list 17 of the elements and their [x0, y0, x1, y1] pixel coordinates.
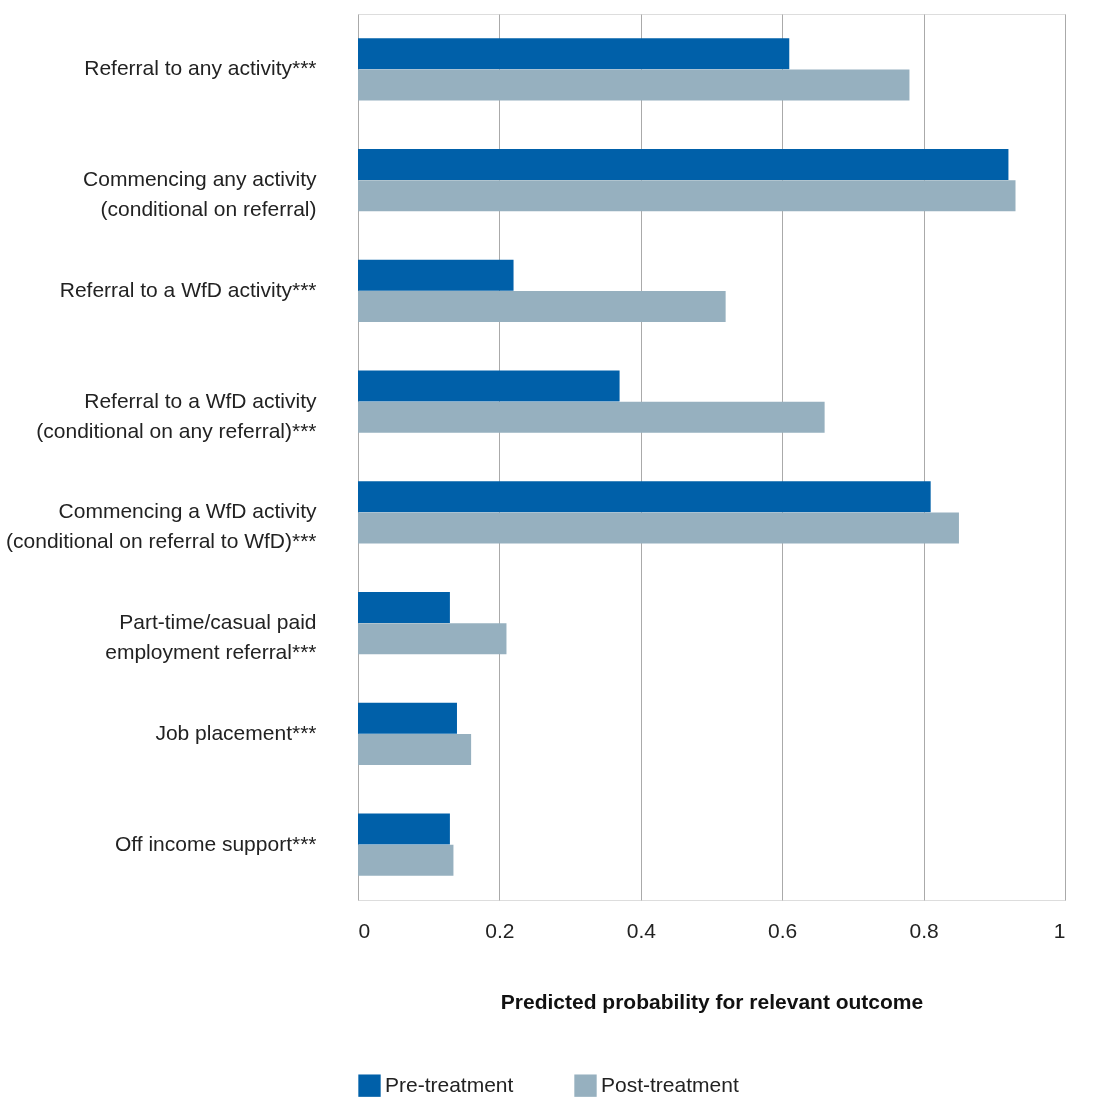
- x-tick-label: 0.2: [485, 918, 515, 942]
- y-tick-label: Referral to a WfD activity (conditional on any referral)***: [36, 388, 317, 442]
- x-tick-label: 0.8: [909, 918, 939, 942]
- x-tick-label: 0: [358, 918, 371, 942]
- legend-label: Pre-treatment: [385, 1072, 514, 1096]
- y-tick-label: Commencing a WfD activity (conditional on referral to WfD)***: [6, 499, 317, 553]
- legend-label: Post-treatment: [601, 1072, 739, 1096]
- x-tick-label: 0.6: [768, 918, 798, 942]
- y-tick-label: Job placement***: [155, 720, 317, 744]
- x-axis-title: Predicted probability for relevant outcome: [500, 989, 924, 1013]
- y-tick-label: Part-time/casual paid employment referral***: [105, 610, 317, 664]
- x-tick-label: 0.4: [626, 918, 657, 942]
- y-tick-label: Commencing any activity (conditional on referral): [83, 167, 317, 221]
- x-tick-label: 1: [1053, 918, 1066, 942]
- y-tick-label: Off income support***: [114, 831, 317, 855]
- y-tick-label: Referral to a WfD activity***: [59, 277, 317, 301]
- y-tick-label: Referral to any activity***: [84, 56, 317, 80]
